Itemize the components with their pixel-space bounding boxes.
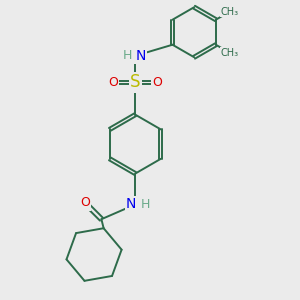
Text: CH₃: CH₃ xyxy=(221,48,239,58)
Text: H: H xyxy=(141,198,150,211)
Text: O: O xyxy=(80,196,90,209)
Text: N: N xyxy=(135,49,146,63)
Text: S: S xyxy=(130,73,140,91)
Text: O: O xyxy=(108,76,118,89)
Text: N: N xyxy=(126,197,136,212)
Text: H: H xyxy=(122,49,132,62)
Text: CH₃: CH₃ xyxy=(221,7,239,16)
Text: O: O xyxy=(152,76,162,89)
